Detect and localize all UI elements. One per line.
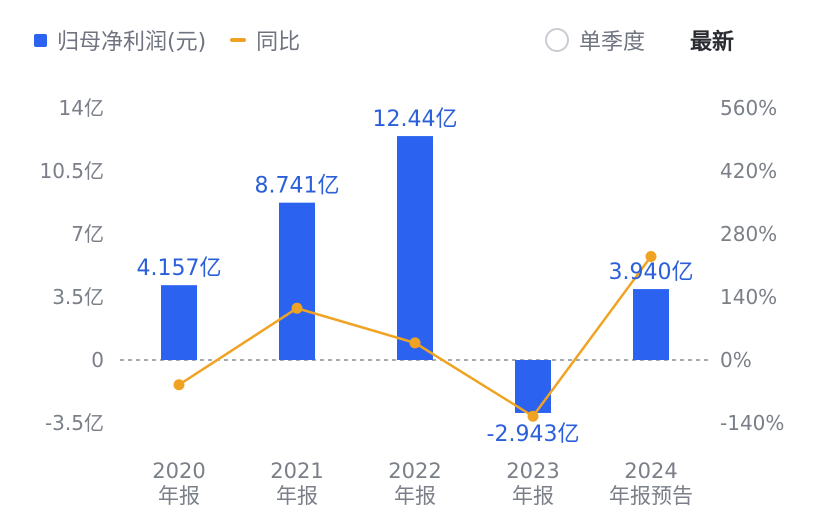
bar-value-label: 12.44亿: [373, 107, 458, 132]
left-axis-tick-label: 3.5亿: [52, 285, 104, 309]
x-axis-year-label: 2023: [506, 459, 559, 483]
bar-value-label: 8.741亿: [255, 174, 340, 199]
yoy-point-2021: [291, 302, 303, 314]
x-axis-year-label: 2021: [270, 459, 323, 483]
bar-legend-swatch: [34, 33, 47, 47]
line-legend-label: 同比: [256, 30, 301, 55]
x-axis-year-label: 2022: [388, 459, 441, 483]
line-legend-swatch: [230, 38, 247, 42]
x-axis-report-label: 年报: [394, 484, 436, 508]
chart-legend: 归母净利润(元) 同比: [34, 24, 300, 56]
x-axis-report-label: 年报: [158, 484, 200, 508]
right-axis-tick-label: 280%: [720, 222, 777, 246]
bar-value-label: -2.943亿: [487, 422, 580, 447]
single-quarter-toggle[interactable]: 单季度: [545, 24, 645, 56]
bar-2023: [515, 360, 551, 413]
right-axis-tick-label: 420%: [720, 159, 777, 183]
left-axis-tick-label: 7亿: [71, 222, 104, 246]
x-axis-year-label: 2020: [152, 459, 205, 483]
x-axis-report-label: 年报: [276, 484, 318, 508]
x-axis-year-label: 2024: [624, 459, 677, 483]
x-axis-report-label: 年报预告: [609, 484, 693, 508]
bar-2022: [397, 136, 433, 360]
yoy-point-2022: [409, 337, 421, 349]
yoy-point-2020: [173, 379, 185, 391]
bar-2024: [633, 289, 669, 360]
left-axis-tick-label: 14亿: [59, 96, 104, 120]
left-axis-tick-label: 10.5亿: [39, 159, 104, 183]
right-axis-tick-label: 140%: [720, 285, 777, 309]
bar-2020: [161, 285, 197, 360]
x-axis-report-label: 年报: [512, 484, 554, 508]
left-axis-tick-label: 0: [91, 348, 104, 372]
yoy-point-2024: [645, 251, 657, 262]
bar-value-label: 3.940亿: [609, 260, 694, 285]
radio-circle-icon[interactable]: [545, 28, 569, 52]
bar-legend-label: 归母净利润(元): [57, 30, 207, 55]
bar-value-label: 4.157亿: [137, 256, 222, 281]
bar-2021: [279, 202, 315, 360]
single-quarter-label[interactable]: 单季度: [579, 30, 646, 55]
right-axis-tick-label: 0%: [720, 348, 752, 372]
yoy-point-2023: [527, 410, 539, 422]
latest-button[interactable]: 最新: [690, 30, 735, 55]
left-axis-tick-label: -3.5亿: [45, 411, 104, 435]
right-axis-tick-label: 560%: [720, 96, 777, 120]
right-axis-tick-label: -140%: [720, 411, 784, 435]
